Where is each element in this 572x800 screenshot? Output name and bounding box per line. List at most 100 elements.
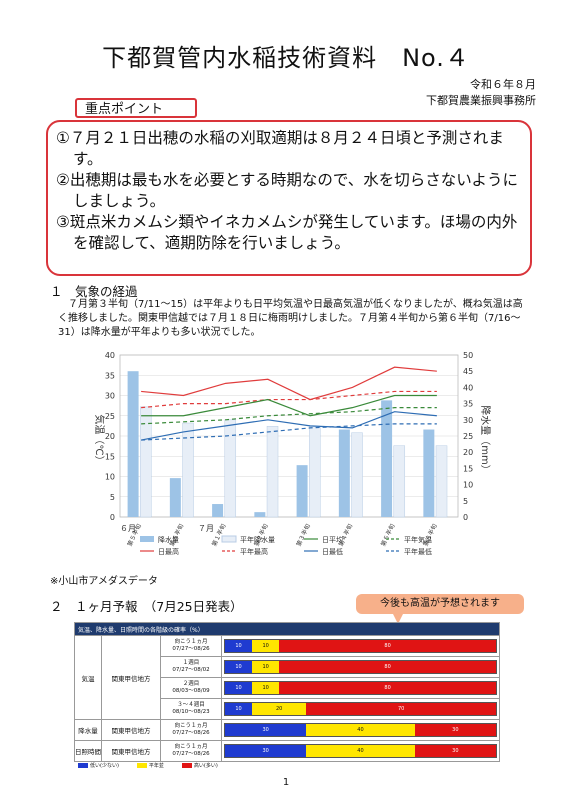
forecast-region: 関東甲信地方: [101, 719, 161, 741]
legend-label: 平年降水量: [240, 535, 275, 544]
left-tick-label: 35: [105, 371, 115, 380]
period-dates: 07/27～08/26: [172, 730, 210, 736]
left-tick-label: 20: [105, 432, 115, 441]
weather-summary-text: ７月第３半旬（7/11～15）は平年よりも日平均気温や日最高気温が低くなりました…: [58, 299, 523, 338]
precip-normal-bar: [393, 445, 406, 518]
issue-date: 令和６年８月: [470, 78, 536, 91]
right-tick-label: 5: [463, 497, 468, 506]
key-points-box: ①７月２１日出穂の水稲の刈取適期は８月２４日頃と予測されます。 ②出穂期は最も水…: [46, 120, 532, 276]
probability-bar: 30 40 30: [224, 744, 497, 758]
period-label: １週目: [182, 660, 200, 666]
month-label-june: ６月: [120, 524, 136, 533]
forecast-row: 降水量 関東甲信地方 向こう１ヵ月 07/27～08/26 30 40 30: [74, 719, 500, 741]
key-points-label: 重点ポイント: [75, 98, 197, 118]
weather-summary: ７月第３半旬（7/11～15）は平年よりも日平均気温や日最高気温が低くなりました…: [58, 298, 532, 340]
issuing-office: 下都賀農業振興事務所: [426, 94, 536, 107]
legend-high: 高い(多い): [181, 762, 218, 769]
probability-normal: 40: [306, 745, 415, 757]
legend-label: 日最低: [322, 547, 343, 556]
precip-normal-bar: [182, 422, 194, 518]
forecast-row: 気温 関東甲信地方 向こう１ヵ月 07/27～08/26 10 10 80: [74, 635, 500, 720]
forecast-period: ２週目 08/03～08/09: [160, 677, 222, 699]
key-point-2: ②出穂期は最も水を必要とする時期なので、水を切らさないようにしましょう。: [56, 171, 519, 210]
category-label: 第５半旬: [379, 522, 396, 547]
probability-high: 80: [279, 682, 496, 694]
right-tick-label: 35: [463, 400, 473, 409]
high-temp-callout: 今後も高温が予想されます: [356, 594, 524, 614]
precip-bar: [254, 512, 266, 517]
period-dates: 07/27～08/26: [172, 646, 210, 652]
legend-label: 平年最高: [240, 547, 268, 556]
right-tick-label: 0: [463, 513, 468, 522]
tmin-normal-line: [141, 423, 437, 441]
legend-label: 平年最低: [404, 547, 432, 556]
callout-tail: [392, 612, 404, 624]
key-point-3: ③斑点米カメムシ類やイネカメムシが発生しています。ほ場の内外を確認して、適期防除…: [56, 213, 518, 252]
forecast-category: 降水量: [74, 719, 102, 741]
section-1-heading: １ 気象の経過: [50, 284, 138, 299]
forecast-row: 日照時間 関東甲信地方 向こう１ヵ月 07/27～08/26 30 40 30: [74, 740, 500, 762]
left-tick-label: 0: [110, 513, 115, 522]
probability-high: 80: [279, 661, 496, 673]
page-number: 1: [282, 777, 290, 788]
period-label: ２週目: [182, 681, 200, 687]
precip-bar: [127, 371, 139, 517]
period-label: ３～４週目: [177, 702, 205, 708]
precip-bar: [423, 429, 435, 517]
probability-bar: 10 10 80: [224, 681, 497, 695]
precip-normal-bar: [309, 426, 321, 518]
probability-bar: 10 10 80: [224, 639, 497, 653]
key-point-1: ①７月２１日出穂の水稲の刈取適期は８月２４日頃と予測されます。: [56, 129, 504, 168]
period-label: 向こう１ヵ月: [174, 723, 208, 729]
probability-high: 30: [414, 724, 496, 736]
period-label: 向こう１ヵ月: [174, 744, 208, 750]
probability-low: 10: [225, 640, 253, 652]
precip-normal-bar: [224, 419, 237, 518]
precip-normal-bar: [140, 406, 152, 518]
probability-low: 10: [225, 682, 253, 694]
y-axis-left-title: 気温（℃）: [93, 414, 106, 465]
forecast-category: 気温: [74, 635, 102, 720]
right-tick-label: 20: [463, 448, 473, 457]
period-label: 向こう１ヵ月: [174, 639, 208, 645]
probability-bar: 10 10 80: [224, 660, 497, 674]
right-tick-label: 10: [463, 481, 473, 490]
right-tick-label: 50: [463, 351, 473, 360]
probability-high: 80: [279, 640, 496, 652]
legend-normal: 平年並: [136, 762, 164, 769]
probability-bar: 30 40 30: [224, 723, 497, 737]
left-tick-label: 10: [105, 473, 115, 482]
period-dates: 07/27～08/26: [172, 751, 210, 757]
y-axis-right-title: 降水量（mm）: [479, 405, 492, 474]
document-title: 下都賀管内水稲技術資料 No.４: [102, 44, 470, 72]
precip-normal-bar: [266, 426, 279, 518]
left-tick-label: 40: [105, 351, 115, 360]
forecast-period: 向こう１ヵ月 07/27～08/26: [160, 635, 222, 657]
period-dates: 07/27～08/02: [172, 667, 210, 673]
precip-bar: [296, 465, 308, 517]
tmax-line: [141, 366, 437, 401]
legend-swatch: [221, 535, 237, 543]
forecast-row: ２週目 08/03～08/09 10 10 80: [75, 677, 500, 699]
forecast-category: 日照時間: [74, 740, 102, 762]
forecast-row: ３～４週目 08/10～08/23 10 20 70: [75, 698, 500, 720]
legend-label: 日平均: [322, 535, 343, 544]
forecast-period: １週目 07/27～08/02: [160, 656, 222, 678]
right-tick-label: 15: [463, 464, 473, 473]
legend-label: 日最高: [158, 547, 179, 556]
probability-normal: 10: [252, 640, 280, 652]
data-source: ※小山市アメダスデータ: [50, 576, 158, 587]
precip-bar: [381, 400, 393, 517]
tmin-line: [141, 411, 437, 441]
legend-swatch: [140, 536, 154, 542]
left-tick-label: 30: [105, 392, 115, 401]
precip-normal-bar: [435, 445, 448, 518]
forecast-period: 向こう１ヵ月 07/27～08/26: [160, 719, 222, 741]
probability-normal: 20: [252, 703, 307, 715]
plot-frame: [119, 354, 459, 518]
category-label: 第３半旬: [295, 522, 312, 547]
forecast-region: 関東甲信地方: [101, 635, 161, 720]
right-tick-label: 40: [463, 383, 473, 392]
tmax-normal-line: [141, 390, 437, 409]
probability-low: 30: [225, 745, 307, 757]
